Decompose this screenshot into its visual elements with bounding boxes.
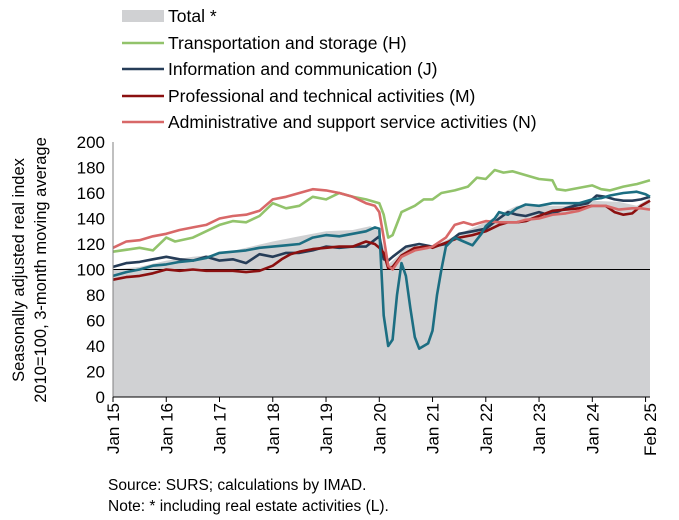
x-tick-label: Jan 17 [211,403,230,454]
y-tick-label: 140 [77,210,105,229]
legend-item-transport: Transportation and storage (H) [122,33,407,53]
y-tick-label: 20 [86,363,105,382]
legend-item-info-comm: Information and communication (J) [122,59,437,79]
x-tick-label: Jan 22 [477,403,496,454]
x-tick-label: Jan 19 [317,403,336,454]
y-tick-label: 60 [86,312,105,331]
y-tick-label: 120 [77,235,105,254]
x-axis: Jan 15 Jan 16 Jan 17 Jan 18 Jan 19 Jan 20 Jan … [104,396,660,456]
series-line-info-comm [112,194,651,269]
legend-label: Administrative and support service activ… [168,112,537,132]
y-tick-label: 160 [77,184,105,203]
y-tick-label: 80 [86,286,105,305]
series-line-transport [112,168,651,253]
x-tick-label: Jan 21 [424,403,443,454]
y-tick-label: 100 [77,261,105,280]
legend-item-professional: Professional and technical activities (M… [122,86,475,106]
legend-item-total: Total * [122,6,217,26]
legend-label: Information and communication (J) [168,59,437,79]
legend-swatch [122,10,164,22]
x-tick-label: Feb 25 [641,403,660,456]
legend-label: Transportation and storage (H) [168,33,407,53]
series-line-admin [112,187,651,271]
x-tick-label: Jan 18 [264,403,283,454]
y-axis-label-line2: 2010=100, 3-month moving average [32,137,50,403]
y-tick-label: 0 [96,388,105,407]
y-tick-label: 180 [77,159,105,178]
legend-label: Total * [168,6,217,26]
legend-item-admin: Administrative and support service activ… [122,112,537,132]
plot-area [112,142,651,397]
legend: Total * Transportation and storage (H) Inf… [122,6,537,132]
x-tick-label: Jan 15 [104,403,123,454]
source-note: Source: SURS; calculations by IMAD. [108,477,367,494]
footnote: Note: * including real estate activities… [108,498,389,515]
y-tick-label: 200 [77,133,105,152]
x-tick-label: Jan 24 [583,403,602,454]
y-axis-label-line1: Seasonally adjusted real index [10,157,28,382]
series-line-info-comm-2 [112,190,651,350]
x-tick-label: Jan 20 [370,403,389,454]
x-tick-label: Jan 16 [157,403,176,454]
legend-label: Professional and technical activities (M… [168,86,475,106]
y-axis: 0 20 40 60 80 100 120 140 160 180 200 [77,133,114,407]
y-tick-label: 40 [86,337,105,356]
series-line-professional [112,199,651,281]
x-tick-label: Jan 23 [530,403,549,454]
